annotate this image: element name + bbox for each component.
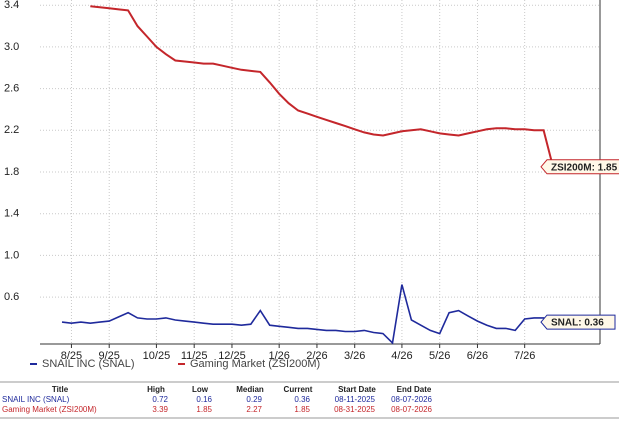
table-header: End Date (397, 385, 432, 394)
y-tick-label: 0.6 (4, 291, 19, 303)
legend-label: SNAIL INC (SNAL) (42, 358, 135, 370)
table-header: Start Date (338, 385, 376, 394)
table-header: Median (236, 385, 264, 394)
table-cell: Gaming Market (ZSI200M) (2, 405, 97, 414)
end-label: ZSI200M: 1.85 (551, 162, 618, 173)
table-cell: 0.36 (294, 395, 310, 404)
series-line (61, 284, 554, 345)
table-cell: 08-31-2025 (334, 405, 375, 414)
table-header: High (147, 385, 165, 394)
x-tick-label: 9/25 (99, 350, 120, 362)
x-tick-label: 1/26 (268, 350, 289, 362)
table-cell: SNAIL INC (SNAL) (2, 395, 70, 404)
x-tick-label: 2/26 (306, 350, 327, 362)
end-label-box (540, 314, 616, 330)
table-header: Title (52, 385, 69, 394)
x-tick-label: 3/26 (344, 350, 365, 362)
y-tick-label: 1.4 (4, 208, 19, 220)
x-tick-label: 12/25 (218, 350, 246, 362)
table-cell: 0.29 (246, 395, 262, 404)
legend-label: Gaming Market (ZSI200M) (190, 358, 320, 370)
x-tick-label: 5/26 (429, 350, 450, 362)
y-tick-label: 1.0 (4, 249, 19, 261)
table-cell: 0.72 (152, 395, 168, 404)
table-cell: 1.85 (294, 405, 310, 414)
y-tick-label: 3.0 (4, 41, 19, 53)
end-label-box (540, 159, 619, 175)
x-tick-label: 10/25 (143, 350, 171, 362)
series-line (90, 5, 554, 168)
table-cell: 1.85 (196, 405, 212, 414)
y-tick-label: 1.8 (4, 166, 19, 178)
table-header: Current (284, 385, 313, 394)
x-tick-label: 8/25 (61, 350, 82, 362)
table-header: Low (192, 385, 209, 394)
y-tick-label: 2.2 (4, 124, 19, 136)
x-tick-label: 11/25 (181, 350, 208, 362)
table-cell: 0.16 (196, 395, 212, 404)
x-tick-label: 7/26 (514, 350, 535, 362)
y-tick-label: 2.6 (4, 83, 19, 95)
table-cell: 08-07-2026 (391, 405, 432, 414)
y-tick-label: 3.4 (4, 0, 19, 11)
x-tick-label: 6/26 (467, 350, 488, 362)
data-table: Title High Low Median Current Start Date End D… (2, 385, 433, 414)
table-cell: 08-07-2026 (391, 395, 432, 404)
end-label: SNAL: 0.36 (551, 318, 604, 329)
table-cell: 2.27 (246, 405, 262, 414)
table-cell: 3.39 (152, 405, 168, 414)
x-tick-label: 4/26 (391, 350, 412, 362)
table-cell: 08-11-2025 (335, 395, 376, 404)
